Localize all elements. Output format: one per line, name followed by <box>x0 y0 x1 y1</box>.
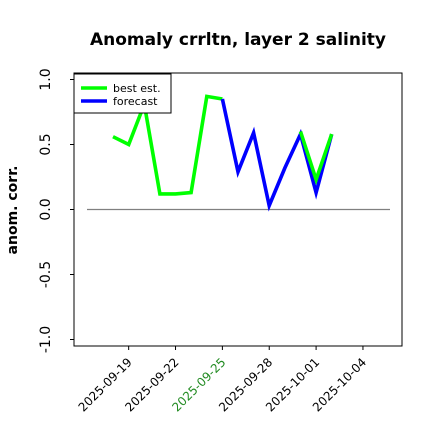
chart-title: Anomaly crrltn, layer 2 salinity <box>90 30 386 50</box>
series-line-forecast <box>220 98 334 212</box>
legend: best est.forecast <box>73 73 172 114</box>
y-tick-label: 0.0 <box>38 198 54 220</box>
y-tick-label: -0.5 <box>38 261 54 288</box>
y-tick-label: 1.0 <box>38 68 54 90</box>
legend-label: best est. <box>113 82 161 95</box>
series-line-overlay-2 <box>298 130 334 186</box>
y-tick-label: -1.0 <box>38 326 54 353</box>
series-line-best-est <box>112 94 223 196</box>
legend-label: forecast <box>113 95 158 108</box>
legend-box <box>73 73 172 114</box>
y-axis-label: anom. corr. <box>5 166 21 255</box>
y-tick-label: 0.5 <box>38 133 54 155</box>
